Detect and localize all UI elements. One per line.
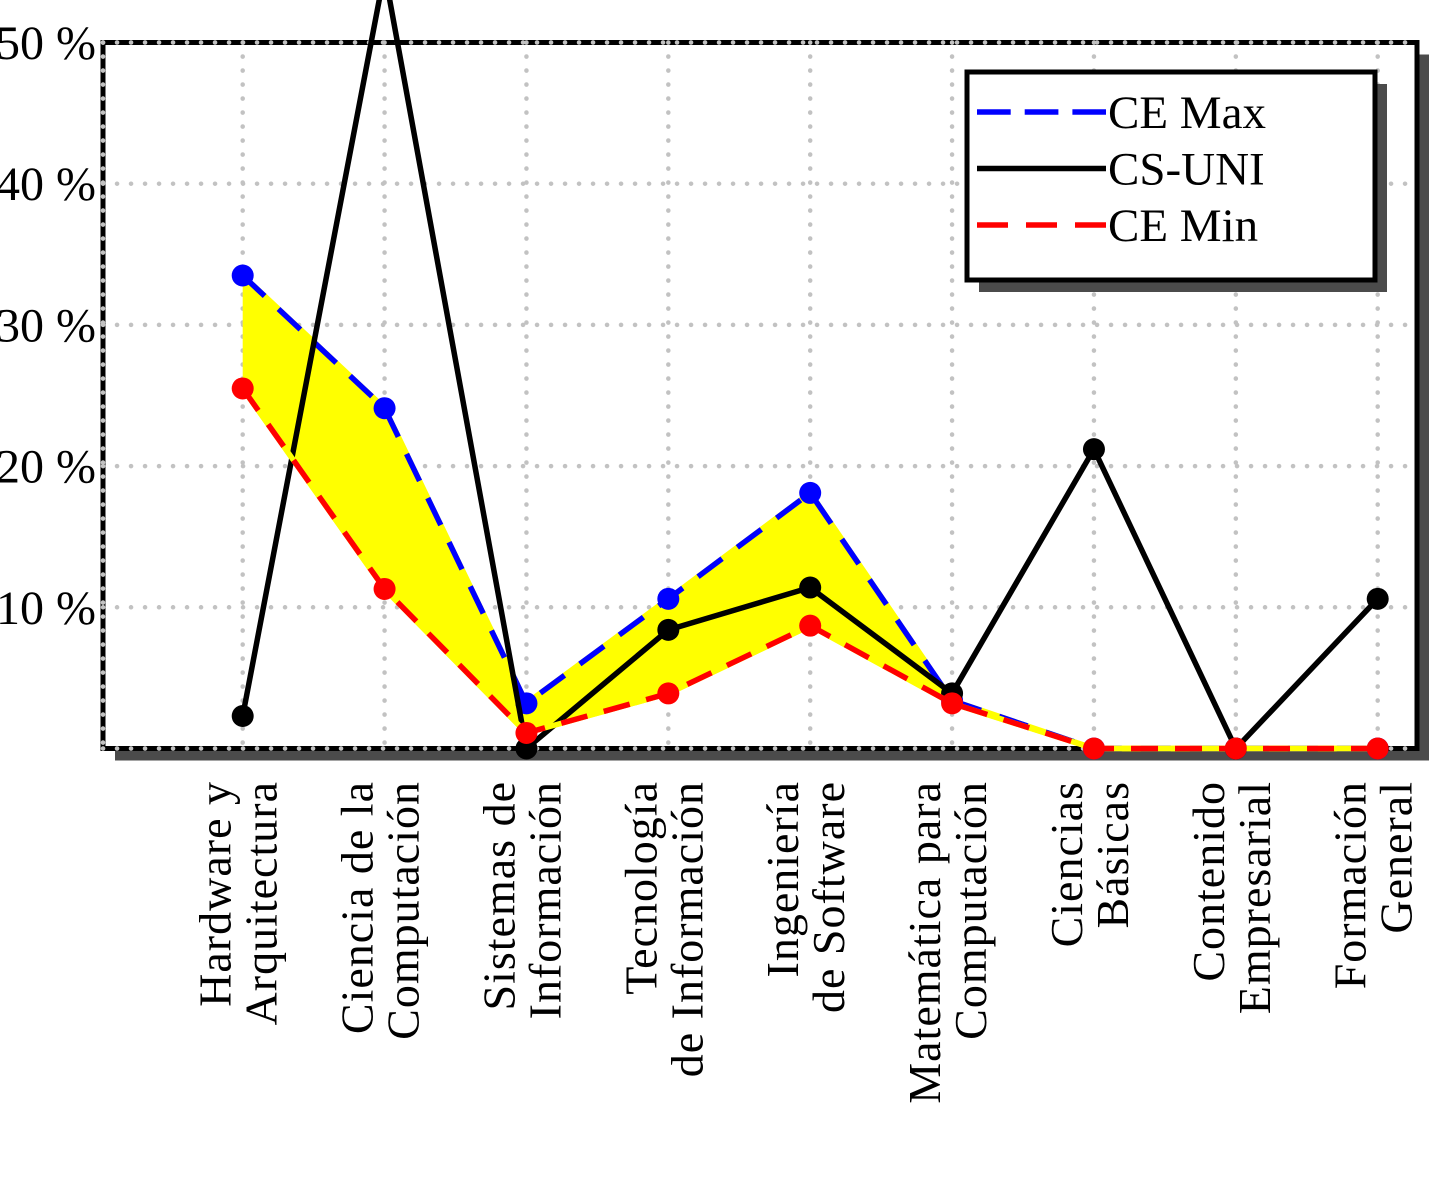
x-axis-label: CienciasBásicas xyxy=(1041,781,1138,947)
data-point-ce-min xyxy=(373,577,396,600)
x-axis-label-line1: Matemática para xyxy=(899,781,950,1104)
x-axis-label-line2: Arquitectura xyxy=(236,781,287,1025)
x-axis-label-line1: Ciencia de la xyxy=(332,781,383,1034)
data-point-ce-min xyxy=(1366,737,1389,760)
y-axis-label: 10 % xyxy=(0,582,96,635)
data-point-cs-uni xyxy=(1082,438,1105,461)
data-point-ce-min xyxy=(1224,737,1247,760)
x-axis-label-line2: Empresarial xyxy=(1229,781,1280,1014)
x-axis-label: Hardware yArquitectura xyxy=(190,781,287,1025)
legend-box xyxy=(964,69,1378,283)
x-axis-label: FormaciónGeneral xyxy=(1325,781,1422,989)
data-point-ce-min xyxy=(941,692,964,715)
x-axis-label-line1: Ingeniería xyxy=(757,781,808,977)
x-axis-label: Sistemas deInformación xyxy=(473,781,570,1019)
data-point-ce-max xyxy=(231,264,254,287)
x-axis-label-line1: Tecnología xyxy=(615,781,666,995)
band-fill xyxy=(242,275,1378,749)
x-axis-label-line1: Formación xyxy=(1325,781,1376,989)
data-point-cs-uni xyxy=(657,618,680,641)
x-axis-label-line1: Hardware y xyxy=(190,781,241,1007)
y-axis-label: 30 % xyxy=(0,299,96,352)
series-line-ce-max xyxy=(240,273,1378,752)
data-point-ce-min xyxy=(657,682,680,705)
data-point-cs-uni xyxy=(515,737,538,760)
y-axis-label: 40 % xyxy=(0,158,96,211)
data-point-cs-uni xyxy=(1366,587,1389,610)
x-axis-label: Tecnologíade Información xyxy=(615,781,712,1077)
legend-label: CS-UNI xyxy=(1108,144,1265,196)
x-axis-label-line2: Computación xyxy=(378,781,429,1040)
x-axis-label-line2: Computación xyxy=(945,781,996,1040)
x-axis-label-line2: Información xyxy=(519,781,570,1019)
y-axis-label: 20 % xyxy=(0,441,96,494)
legend-label: CE Min xyxy=(1108,200,1258,252)
data-point-ce-min xyxy=(799,614,822,637)
x-axis-label-line2: de Software xyxy=(803,781,854,1013)
x-axis-label: Ingenieríade Software xyxy=(757,781,854,1013)
x-axis-label: Ciencia de laComputación xyxy=(332,781,429,1040)
x-axis-label: Matemática paraComputación xyxy=(899,781,996,1104)
legend-label: CE Max xyxy=(1108,87,1266,139)
x-axis-label: ContenidoEmpresarial xyxy=(1183,781,1280,1014)
data-point-ce-min xyxy=(515,721,538,744)
data-point-ce-max xyxy=(657,587,680,610)
data-point-ce-max xyxy=(373,397,396,420)
x-axis-label-line2: Básicas xyxy=(1087,781,1138,929)
x-axis-label-line1: Sistemas de xyxy=(473,781,524,1010)
data-point-cs-uni xyxy=(799,576,822,599)
data-point-ce-min xyxy=(1082,737,1105,760)
x-axis-label-line1: Contenido xyxy=(1183,781,1234,982)
x-axis-label-line2: de Información xyxy=(661,781,712,1077)
data-point-ce-min xyxy=(231,377,254,400)
data-point-cs-uni xyxy=(231,705,254,728)
data-point-ce-max xyxy=(799,481,822,504)
x-axis-label-line1: Ciencias xyxy=(1041,781,1092,947)
y-axis-label: 50 % xyxy=(0,17,96,70)
x-axis-label-line2: General xyxy=(1371,781,1422,934)
